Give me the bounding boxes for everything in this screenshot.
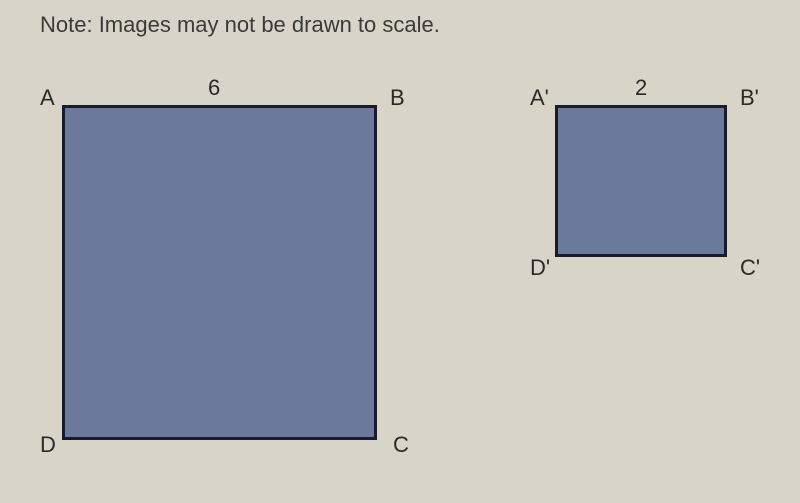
vertex-label-B: B <box>390 85 405 111</box>
vertex-label-A-prime: A' <box>530 85 549 111</box>
vertex-label-A: A <box>40 85 55 111</box>
vertex-label-C-prime: C' <box>740 255 760 281</box>
vertex-label-B-prime: B' <box>740 85 759 111</box>
vertex-label-D-prime: D' <box>530 255 550 281</box>
small-square <box>555 105 727 257</box>
side-label-large: 6 <box>208 75 220 101</box>
side-label-small: 2 <box>635 75 647 101</box>
vertex-label-C: C <box>393 432 409 458</box>
note-text: Note: Images may not be drawn to scale. <box>40 12 440 38</box>
vertex-label-D: D <box>40 432 56 458</box>
large-square <box>62 105 377 440</box>
